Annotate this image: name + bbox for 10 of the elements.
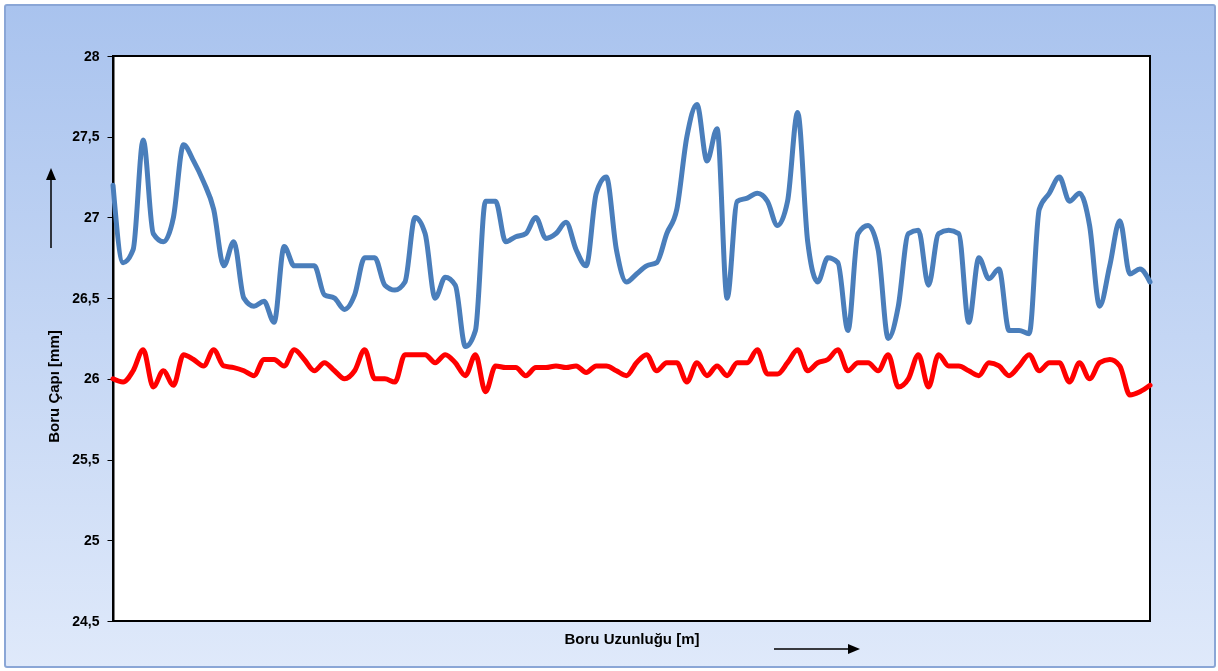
y-tick-label: 26,5 — [72, 289, 100, 306]
y-tick-label: 26 — [83, 370, 100, 387]
y-tick-label: 25 — [83, 531, 100, 548]
y-tick-label: 24,5 — [72, 612, 100, 629]
y-axis-title: Boru Çapı [mm] — [45, 330, 63, 443]
y-tick-label: 28 — [83, 47, 100, 64]
x-axis-title: Boru Uzunluğu [m] — [564, 629, 700, 647]
y-tick-label: 27 — [83, 208, 100, 225]
y-tick-label: 27,5 — [72, 128, 100, 145]
y-tick-label: 25,5 — [72, 451, 100, 468]
